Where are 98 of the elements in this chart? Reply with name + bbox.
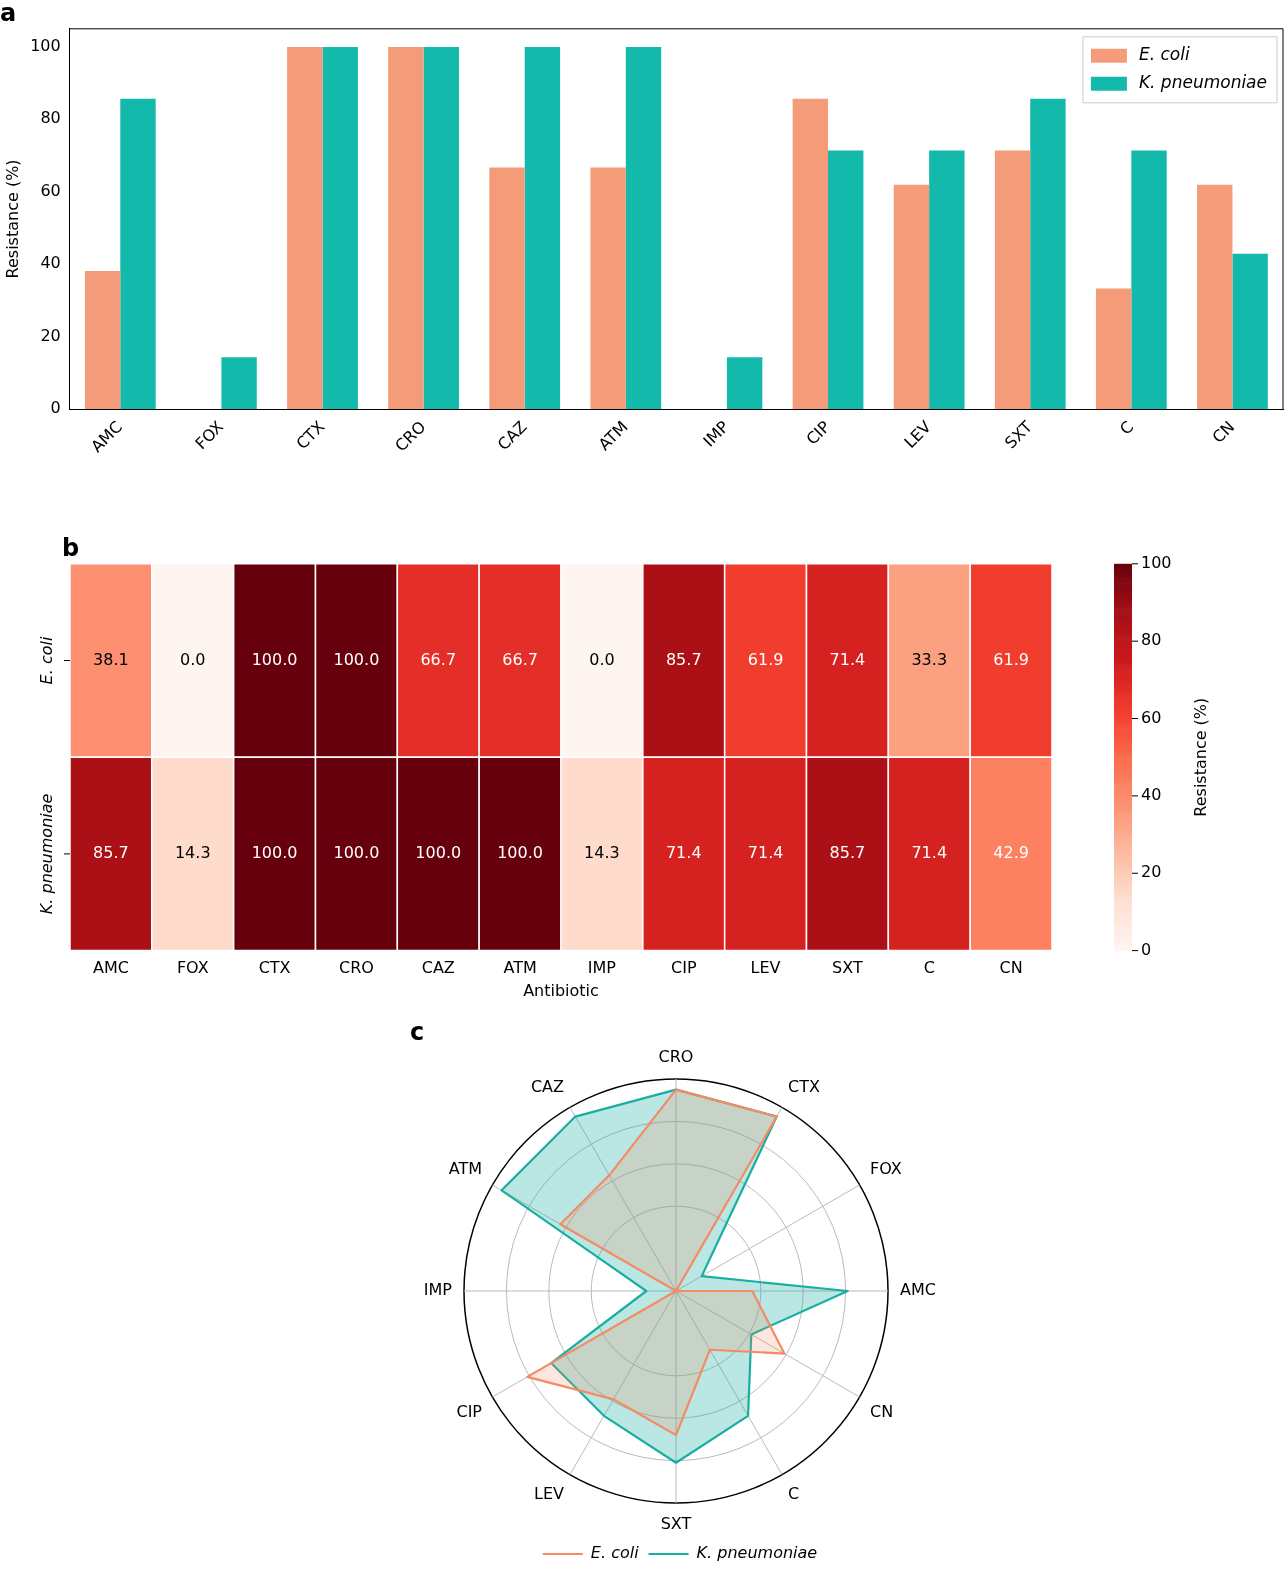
data-label: 100.0 xyxy=(333,649,380,669)
spoke-label: CAZ xyxy=(530,1076,565,1096)
spoke-label: IMP xyxy=(423,1280,453,1300)
data-label: 0.0 xyxy=(589,649,615,669)
data-label: 85.7 xyxy=(93,843,129,863)
data-label: 85.7 xyxy=(665,649,702,669)
x-tick-label: FOX xyxy=(176,958,209,978)
chart-title: c xyxy=(410,1017,425,1046)
y-axis-title: Resistance (%) xyxy=(2,159,22,279)
data-label: 71.4 xyxy=(911,843,948,863)
color-bar-label: 100 xyxy=(1141,552,1172,572)
x-tick-label: C xyxy=(923,958,935,978)
data-label: 61.9 xyxy=(993,649,1029,669)
data-label: 33.3 xyxy=(911,649,948,669)
spoke-label: ATM xyxy=(448,1158,483,1178)
x-tick-label: ATM xyxy=(503,958,537,978)
bar xyxy=(994,150,1031,410)
x-tick-label: CIP xyxy=(670,958,697,978)
data-label: 42.9 xyxy=(993,843,1029,863)
x-tick-label: LEV xyxy=(750,958,781,978)
y-tick-label: K. pneumoniae xyxy=(37,793,57,915)
color-bar-label: 40 xyxy=(1141,785,1162,805)
x-tick-label: IMP xyxy=(587,958,617,978)
color-bar-label: 80 xyxy=(1141,630,1162,650)
bar xyxy=(287,46,323,410)
color-bar-label: 20 xyxy=(1141,862,1162,882)
legend-label: E. coli xyxy=(1138,44,1190,65)
bar xyxy=(828,150,864,410)
color-bar-label: 60 xyxy=(1141,707,1162,727)
x-tick-label: CIP xyxy=(802,416,835,449)
x-axis-title: Antibiotic xyxy=(523,980,599,1000)
data-label: 71.4 xyxy=(747,843,784,863)
y-tick-label: 0 xyxy=(50,398,61,418)
color-bar-title: Resistance (%) xyxy=(1191,697,1211,817)
bar xyxy=(221,357,257,410)
spoke-label: FOX xyxy=(869,1158,902,1178)
spoke-label: C xyxy=(788,1483,800,1503)
data-label: 100.0 xyxy=(497,843,543,863)
data-label: 100.0 xyxy=(251,649,298,669)
data-label: 38.1 xyxy=(93,649,129,669)
x-tick-label: CAZ xyxy=(421,958,455,978)
bar xyxy=(1232,253,1268,410)
x-tick-label: CN xyxy=(1208,417,1239,447)
bar xyxy=(423,46,459,410)
color-bar-label: 0 xyxy=(1141,939,1152,959)
spoke-label: CRO xyxy=(658,1046,694,1066)
y-tick-label: 60 xyxy=(40,180,61,200)
data-label: 14.3 xyxy=(174,843,211,863)
x-tick-label: AMC xyxy=(92,958,129,978)
bar xyxy=(590,167,626,410)
legend-label: K. pneumoniae xyxy=(696,1543,818,1563)
spoke-label: CN xyxy=(869,1401,894,1421)
bar xyxy=(388,46,424,410)
data-label: 71.4 xyxy=(665,843,702,863)
spoke-label: CIP xyxy=(456,1401,483,1421)
y-tick-label: 80 xyxy=(40,108,61,128)
x-tick-label: C xyxy=(1115,417,1138,439)
x-tick-label: IMP xyxy=(699,416,733,451)
x-tick-label: CN xyxy=(999,958,1023,978)
spoke-label: AMC xyxy=(900,1280,936,1300)
spoke-label: SXT xyxy=(660,1513,692,1533)
x-tick-label: SXT xyxy=(832,958,863,978)
data-label: 66.7 xyxy=(420,649,457,669)
spoke-label: CTX xyxy=(788,1076,820,1096)
bar xyxy=(120,98,156,410)
data-label: 14.3 xyxy=(584,843,620,863)
bar xyxy=(625,46,662,410)
y-tick-label: 20 xyxy=(40,325,61,345)
data-label: 71.4 xyxy=(829,649,866,669)
data-label: 100.0 xyxy=(333,843,380,863)
bar xyxy=(893,184,930,410)
x-tick-label: CRO xyxy=(338,958,374,978)
data-label: 100.0 xyxy=(415,843,462,863)
bar xyxy=(322,46,358,410)
bar xyxy=(489,167,525,410)
chart-title: a xyxy=(0,0,17,27)
data-label: 61.9 xyxy=(747,649,784,669)
bar xyxy=(1030,98,1066,410)
y-tick-label: E. coli xyxy=(37,636,57,685)
chart-title: b xyxy=(62,533,80,562)
bar xyxy=(726,357,763,410)
spoke-label: LEV xyxy=(534,1483,565,1503)
bar xyxy=(524,46,561,410)
data-label: 85.7 xyxy=(829,843,866,863)
legend-label: K. pneumoniae xyxy=(1138,72,1267,93)
bar xyxy=(929,150,965,410)
bar xyxy=(1095,288,1132,410)
data-label: 0.0 xyxy=(180,649,206,669)
y-tick-label: 40 xyxy=(40,253,61,273)
data-label: 66.7 xyxy=(502,649,538,669)
legend-label: E. coli xyxy=(590,1543,640,1563)
bar xyxy=(84,271,121,410)
bar xyxy=(1197,184,1233,410)
bar xyxy=(1131,150,1167,410)
bar xyxy=(792,98,829,410)
data-label: 100.0 xyxy=(251,843,298,863)
y-tick-label: 100 xyxy=(30,36,61,56)
x-tick-label: CTX xyxy=(258,958,291,978)
